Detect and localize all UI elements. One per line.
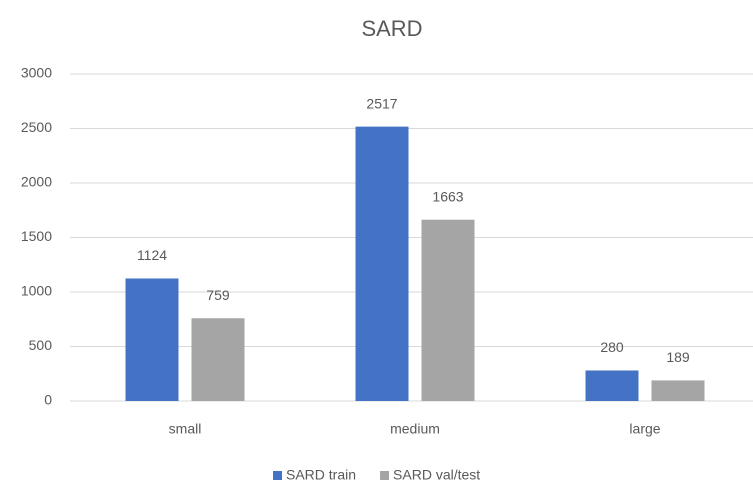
bar (191, 318, 245, 401)
y-tick-label: 1000 (21, 283, 52, 299)
legend-label: SARD train (286, 467, 356, 483)
bar (585, 370, 639, 401)
legend-swatch (273, 471, 282, 480)
legend-swatch (380, 471, 390, 480)
y-tick-label: 0 (44, 392, 52, 408)
data-label: 759 (206, 287, 230, 303)
bar (421, 219, 475, 401)
y-tick-label: 2500 (21, 119, 52, 135)
bar (651, 380, 705, 401)
data-label: 2517 (366, 95, 397, 111)
chart-title: SARD (361, 16, 422, 41)
x-tick-label: small (169, 421, 202, 437)
x-tick-label: large (629, 421, 660, 437)
x-tick-label: medium (390, 421, 440, 437)
y-tick-label: 2000 (21, 174, 52, 190)
data-label: 280 (600, 339, 624, 355)
legend-label: SARD val/test (393, 467, 480, 483)
data-label: 189 (666, 349, 690, 365)
bar (125, 278, 179, 401)
data-label: 1663 (432, 188, 463, 204)
data-label: 1124 (137, 247, 167, 263)
y-tick-label: 3000 (21, 65, 52, 81)
y-tick-label: 500 (29, 337, 53, 353)
bar (355, 126, 409, 401)
y-tick-label: 1500 (21, 228, 52, 244)
